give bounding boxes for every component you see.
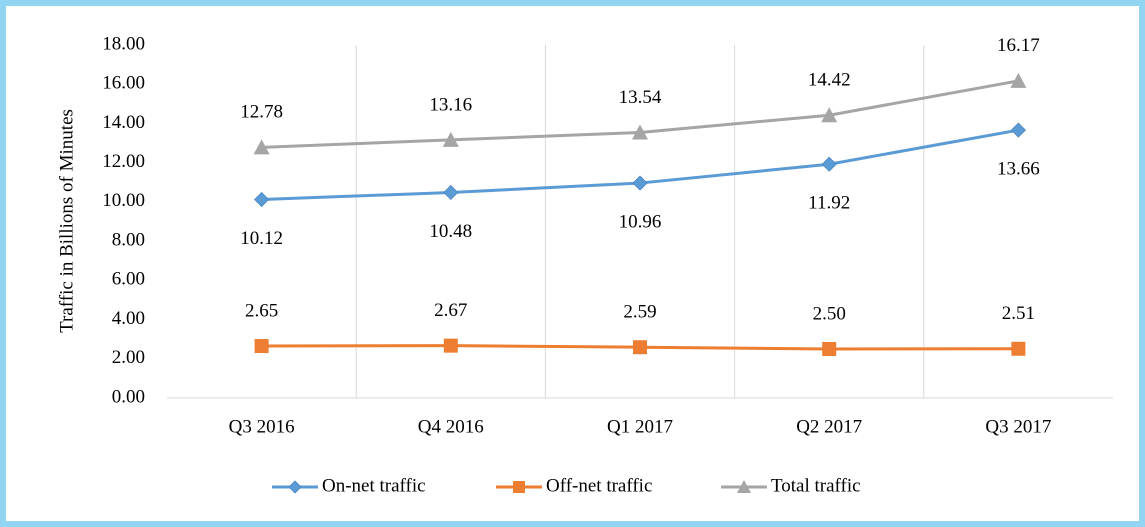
y-tick-label: 10.00	[102, 190, 145, 211]
data-label: 10.96	[619, 211, 662, 232]
marker	[254, 339, 269, 354]
data-label: 11.92	[808, 193, 850, 214]
data-label: 13.66	[997, 158, 1040, 179]
legend-label: Off-net traffic	[546, 475, 652, 496]
data-label: 2.67	[434, 300, 467, 321]
data-label: 2.50	[813, 303, 846, 324]
data-label: 13.16	[429, 94, 472, 115]
legend-marker	[288, 480, 302, 494]
x-tick-label: Q4 2016	[418, 416, 484, 437]
data-label: 2.65	[245, 300, 278, 321]
y-tick-label: 2.00	[112, 347, 145, 368]
data-label: 12.78	[240, 102, 283, 123]
y-tick-label: 6.00	[112, 269, 145, 290]
marker	[1010, 122, 1026, 138]
marker	[632, 175, 648, 191]
y-axis-label: Traffic in Billions of Minutes	[56, 109, 77, 333]
marker	[633, 340, 647, 355]
y-tick-label: 8.00	[112, 229, 145, 250]
marker	[253, 139, 270, 155]
marker	[443, 184, 459, 201]
y-tick-label: 18.00	[102, 33, 145, 54]
x-tick-label: Q3 2017	[985, 416, 1051, 437]
marker	[254, 191, 270, 208]
x-tick-label: Q3 2016	[229, 416, 295, 437]
legend-label: On-net traffic	[322, 475, 426, 496]
y-tick-label: 4.00	[112, 308, 145, 329]
data-label: 13.54	[619, 87, 662, 108]
marker	[442, 131, 459, 147]
marker	[1010, 72, 1027, 88]
data-label: 10.12	[240, 228, 283, 249]
y-tick-label: 12.00	[102, 151, 145, 172]
marker	[1011, 341, 1026, 356]
data-label: 14.42	[808, 70, 851, 91]
data-label: 2.51	[1002, 303, 1035, 324]
legend-label: Total traffic	[771, 475, 861, 496]
marker	[822, 341, 837, 356]
marker	[821, 107, 838, 123]
legend-marker	[737, 480, 751, 493]
data-label: 2.59	[623, 302, 656, 323]
legend-marker	[513, 481, 525, 493]
data-label: 10.48	[429, 221, 472, 242]
x-tick-label: Q1 2017	[607, 416, 673, 437]
marker	[632, 124, 648, 140]
y-tick-label: 14.00	[102, 112, 145, 133]
y-tick-label: 16.00	[102, 73, 145, 94]
marker	[821, 156, 837, 172]
marker	[443, 338, 458, 353]
x-tick-label: Q2 2017	[796, 416, 862, 437]
y-tick-label: 0.00	[112, 386, 145, 407]
data-label: 16.17	[997, 35, 1040, 56]
